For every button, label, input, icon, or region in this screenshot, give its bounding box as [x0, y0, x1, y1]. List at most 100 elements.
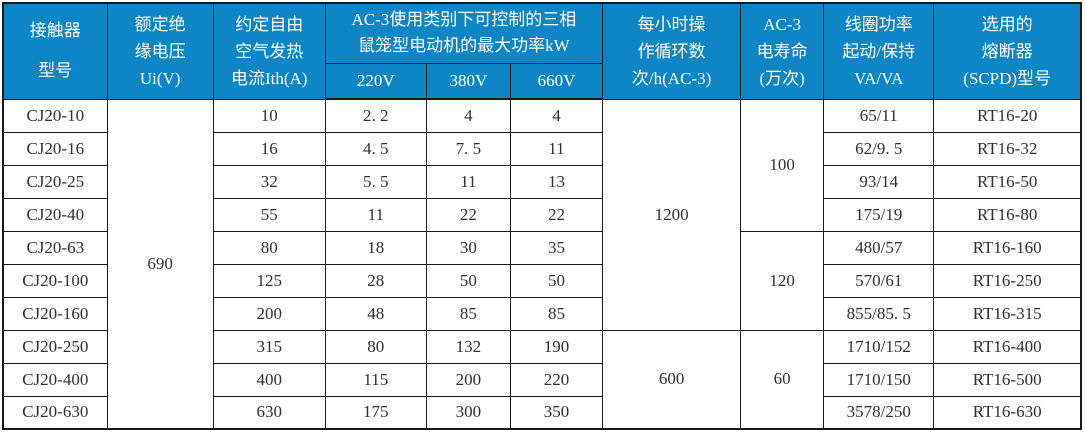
cell-fuse: RT16-250	[933, 263, 1082, 298]
header-cell-fuse-model: 选用的 熔断器 (SCPD)型号	[933, 2, 1082, 100]
contactor-spec-table: 接触器 型号 额定绝 缘电压 Ui(V) 约定自由 空气发热 电流Ith(A) …	[2, 2, 1082, 430]
header-cell-660v: 660V	[509, 62, 604, 100]
table-row: CJ20-10 690 10 2. 2 4 4 1200 100 65/11 R…	[2, 98, 1082, 430]
cell-coil: 175/19	[823, 197, 935, 232]
header-text: 次/h(AC-3)	[631, 68, 712, 88]
header-text: 作循环数	[637, 41, 706, 61]
cell-coil: 1710/150	[823, 362, 935, 397]
header-text: Ui(V)	[139, 68, 181, 88]
cell-fuse: RT16-315	[933, 296, 1082, 331]
cell-model: CJ20-40	[2, 197, 108, 232]
table-row: CJ20-16 16 4. 5 7. 5 11 62/9. 5 RT16-32	[2, 131, 1082, 166]
cell-model: CJ20-25	[2, 164, 108, 199]
cell-kw660: 13	[509, 164, 604, 199]
header-text: AC-3	[763, 14, 802, 34]
cell-cycles: 600	[602, 329, 742, 430]
cell-fuse: RT16-50	[933, 164, 1082, 199]
cell-ith: 16	[212, 131, 326, 166]
header-text: 每小时操	[637, 14, 706, 34]
cell-ith: 32	[212, 164, 326, 199]
cell-kw220: 80	[324, 329, 427, 364]
cell-kw220: 11	[324, 197, 427, 232]
cell-kw380: 50	[425, 263, 511, 298]
header-row-sub: 220V 380V 660V	[3, 62, 1081, 100]
header-cell-220v: 220V	[324, 62, 427, 100]
cell-kw380: 85	[425, 296, 511, 331]
cell-kw660: 22	[509, 197, 604, 232]
cell-kw660: 35	[509, 230, 604, 265]
cell-ith: 125	[212, 263, 326, 298]
cell-kw220: 28	[324, 263, 427, 298]
cell-model: CJ20-630	[2, 395, 108, 430]
cell-model: CJ20-63	[2, 230, 108, 265]
table-row: CJ20-63 80 18 30 35 120 480/57 RT16-160	[2, 230, 1082, 331]
cell-fuse: RT16-32	[933, 131, 1082, 166]
cell-fuse: RT16-160	[933, 230, 1082, 265]
header-text: 约定自由	[235, 14, 304, 34]
cell-kw220: 18	[324, 230, 427, 265]
cell-ith: 80	[212, 230, 326, 265]
cell-coil: 855/85. 5	[823, 296, 935, 331]
cell-kw660: 4	[509, 98, 604, 133]
cell-model: CJ20-10	[2, 98, 108, 133]
cell-kw660: 220	[509, 362, 604, 397]
cell-model: CJ20-16	[2, 131, 108, 166]
header-text: 电流Ith(A)	[230, 68, 308, 88]
cell-kw380: 30	[425, 230, 511, 265]
cell-ith: 10	[212, 98, 326, 133]
cell-kw660: 50	[509, 263, 604, 298]
table-row: CJ20-25 32 5. 5 11 13 93/14 RT16-50	[2, 164, 1082, 199]
cell-fuse: RT16-20	[933, 98, 1082, 133]
table-body: CJ20-10 690 10 2. 2 4 4 1200 100 65/11 R…	[2, 98, 1082, 430]
header-text: 熔断器	[981, 41, 1033, 61]
cell-ith: 315	[212, 329, 326, 364]
cell-ith: 55	[212, 197, 326, 232]
header-cell-thermal-current: 约定自由 空气发热 电流Ith(A)	[212, 2, 326, 100]
cell-kw660: 350	[509, 395, 604, 430]
cell-kw380: 11	[425, 164, 511, 199]
cell-kw380: 200	[425, 362, 511, 397]
header-text: VA/VA	[854, 68, 904, 88]
header-text: AC-3使用类别下可控制的三相	[351, 10, 577, 30]
header-row-top: 接触器 型号 额定绝 缘电压 Ui(V) 约定自由 空气发热 电流Ith(A) …	[2, 2, 1082, 100]
header-text: 鼠笼型电动机的最大功率kW	[358, 36, 570, 56]
cell-cycles: 1200	[602, 98, 742, 331]
header-text: 选用的	[981, 14, 1033, 34]
header-text: 接触器	[29, 21, 81, 41]
cell-kw220: 4. 5	[324, 131, 427, 166]
header-cell-operating-cycles: 每小时操 作循环数 次/h(AC-3)	[602, 2, 742, 100]
cell-coil: 480/57	[823, 230, 935, 265]
table-header: 接触器 型号 额定绝 缘电压 Ui(V) 约定自由 空气发热 电流Ith(A) …	[2, 2, 1082, 100]
table-row: CJ20-100 125 28 50 50 570/61 RT16-250	[2, 263, 1082, 298]
header-text: 型号	[38, 61, 73, 81]
header-cell-electrical-life: AC-3 电寿命 (万次)	[740, 2, 825, 100]
cell-ith: 400	[212, 362, 326, 397]
cell-kw660: 190	[509, 329, 604, 364]
cell-life: 120	[740, 230, 825, 331]
header-text: 缘电压	[134, 41, 186, 61]
cell-model: CJ20-250	[2, 329, 108, 364]
cell-life: 60	[740, 329, 825, 430]
cell-coil: 65/11	[823, 98, 935, 133]
cell-model: CJ20-160	[2, 296, 108, 331]
header-text: 线圈功率	[844, 14, 913, 34]
table-row: CJ20-160 200 48 85 85 855/85. 5 RT16-315	[2, 296, 1082, 331]
cell-kw380: 22	[425, 197, 511, 232]
cell-kw220: 48	[324, 296, 427, 331]
header-text: 额定绝	[134, 14, 186, 34]
cell-kw220: 2. 2	[324, 98, 427, 133]
cell-coil: 62/9. 5	[823, 131, 935, 166]
cell-fuse: RT16-500	[933, 362, 1082, 397]
table-row: CJ20-40 55 11 22 22 175/19 RT16-80	[2, 197, 1082, 232]
table-row: CJ20-630 630 175 300 350 3578/250 RT16-6…	[2, 395, 1082, 430]
header-text: 电寿命	[756, 41, 808, 61]
cell-kw380: 132	[425, 329, 511, 364]
cell-life: 100	[740, 98, 825, 232]
cell-coil: 3578/250	[823, 395, 935, 430]
header-text: (万次)	[759, 68, 805, 88]
header-text: 空气发热	[235, 41, 304, 61]
header-cell-contactor-model: 接触器 型号	[2, 2, 108, 100]
cell-kw380: 4	[425, 98, 511, 133]
cell-fuse: RT16-80	[933, 197, 1082, 232]
cell-kw220: 175	[324, 395, 427, 430]
